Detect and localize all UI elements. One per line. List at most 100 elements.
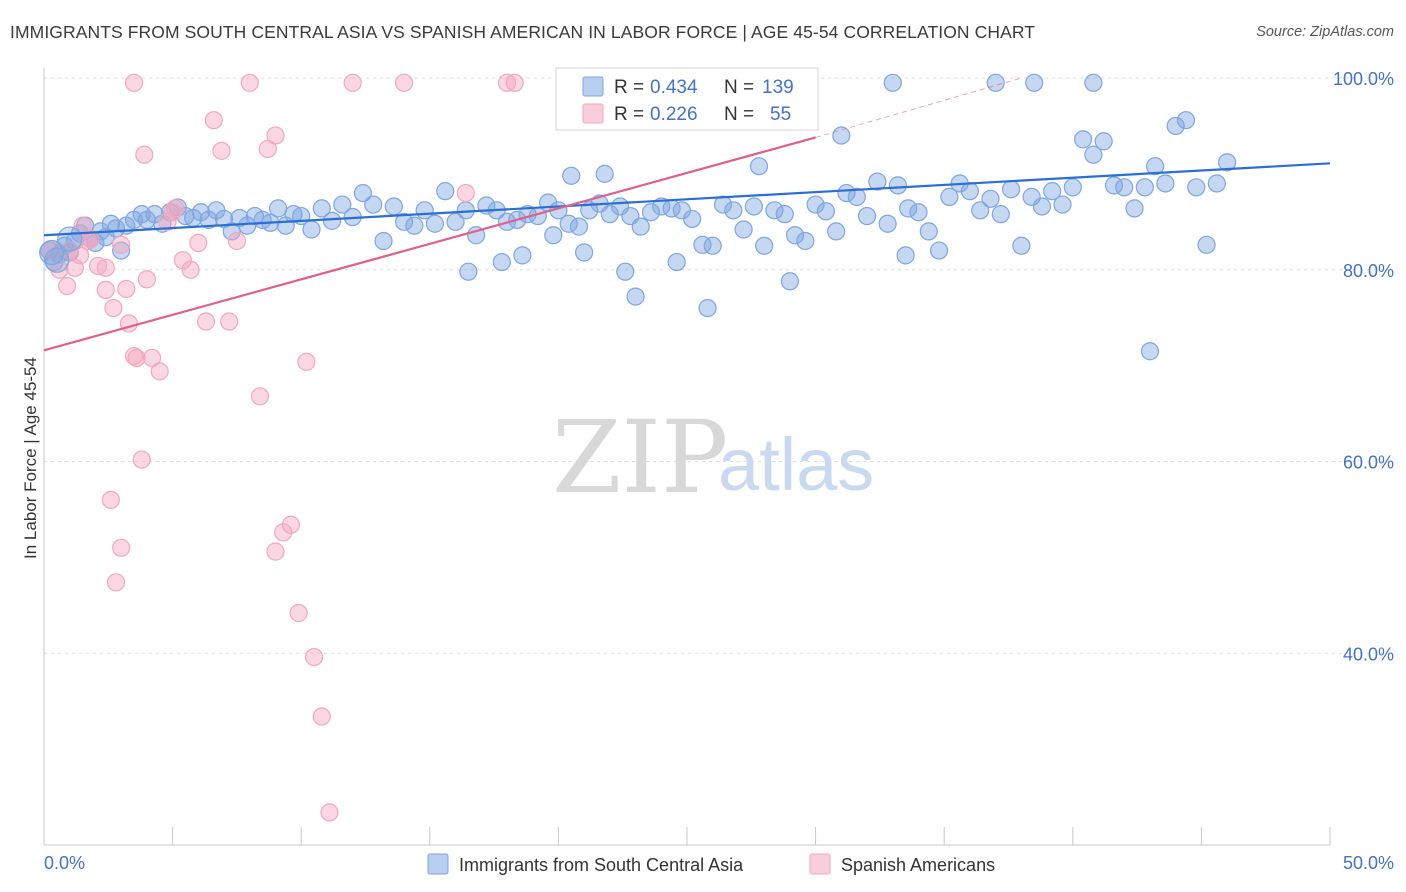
point-series-1-138 [780,272,799,291]
point-series-2-22 [212,141,231,160]
point-series-1-127 [1207,174,1226,193]
trend-line-series-2 [43,136,816,352]
point-series-1-118 [1115,178,1134,197]
point-series-1-137 [698,299,717,318]
point-series-1-146 [595,164,614,183]
point-series-1-101 [940,187,959,206]
point-series-1-116 [1094,132,1113,151]
legend-r-value-2: 0.226 [650,104,698,125]
point-series-2-38 [106,573,126,592]
point-series-1-100 [929,241,949,260]
point-series-1-72 [641,203,661,222]
point-series-1-95 [878,214,897,233]
point-series-2-36 [101,490,120,509]
point-series-1-106 [991,205,1010,224]
point-series-1-130 [492,252,511,272]
legend-n-value-2: 55 [770,104,791,125]
point-series-1-94 [868,172,887,191]
chart-title: IMMIGRANTS FROM SOUTH CENTRAL ASIA VS SP… [10,22,1036,42]
point-series-2-29 [281,515,301,534]
y-axis-title: In Labor Force | Age 45-54 [21,357,40,559]
point-series-1-99 [919,222,938,241]
legend-r-label-2: R = [614,104,644,125]
point-series-1-108 [1012,236,1031,255]
point-series-1-51 [425,214,445,233]
point-series-2-54 [96,258,115,277]
x-tick-label-1: 50.0% [1343,853,1394,873]
point-series-1-17 [132,205,151,224]
point-series-1-143 [1025,73,1044,92]
legend-series: Immigrants from South Central Asia Spani… [427,853,995,875]
point-series-1-86 [785,226,805,245]
point-series-1-103 [960,182,980,201]
point-series-1-78 [703,236,722,255]
point-series-2-30 [289,603,308,623]
point-series-1-88 [806,195,825,214]
point-series-2-31 [297,352,316,371]
legend-stats: R = 0.434 N = 139 R = 0.226 N = 55 [555,67,819,131]
point-series-2-33 [312,707,331,726]
point-series-1-80 [724,201,743,220]
point-series-1-110 [1032,197,1052,216]
point-series-1-119 [1125,199,1144,218]
point-series-2-7 [96,280,115,299]
point-series-2-39 [117,279,136,299]
axes [43,68,1331,846]
point-series-2-37 [112,538,131,557]
y-tick-label-0: 40.0% [1343,644,1394,664]
point-series-2-0 [42,241,61,260]
point-series-1-112 [1053,195,1072,214]
point-series-1-97 [899,199,918,218]
point-series-2-9 [112,235,131,254]
point-series-2-47 [497,73,517,92]
watermark-atlas: atlas [718,423,874,506]
point-series-2-44 [240,73,259,92]
point-series-1-64 [559,214,578,233]
point-series-2-12 [135,145,154,164]
point-series-1-25 [191,203,210,222]
legend-n-label-1: N = [724,77,754,98]
point-series-1-132 [544,226,563,245]
point-series-2-19 [189,233,208,253]
point-series-1-84 [765,201,784,220]
point-series-1-47 [384,197,403,216]
trend-line-series-1 [43,162,1331,237]
point-series-1-107 [1001,180,1021,199]
point-series-2-41 [70,246,90,265]
point-series-2-14 [150,362,169,381]
legend-n-label-2: N = [724,104,754,125]
point-series-2-32 [304,647,324,667]
point-series-1-large-0 [39,239,65,266]
point-series-1-13 [106,219,126,238]
point-series-1-76 [683,209,702,229]
point-series-2-27 [266,542,285,561]
point-series-1-123 [1166,116,1185,136]
point-series-1-142 [986,73,1005,92]
point-series-1-128 [1218,153,1237,172]
point-series-1-111 [1043,182,1062,201]
point-series-1-65 [569,217,589,236]
point-series-2-28 [274,523,293,542]
point-series-1-89 [816,202,835,221]
trend-line-extension-series-2 [815,77,1022,138]
point-series-2-13 [142,348,162,368]
x-tick-label-0: 0.0% [44,853,85,873]
point-series-1-136 [667,252,686,272]
point-series-1-114 [1073,130,1093,149]
point-series-1-79 [713,195,733,214]
point-series-1-115 [1084,145,1103,164]
point-series-1-105 [981,189,1000,208]
point-series-1-134 [616,262,635,281]
point-series-2-34 [320,803,339,822]
point-series-1-46 [374,231,393,251]
point-series-1-92 [847,187,866,206]
point-series-1-148 [896,246,915,265]
point-series-2-45 [343,73,362,92]
point-series-1-133 [575,243,594,262]
x-tick-labels: 0.0% 50.0% [44,853,1394,873]
point-series-1-81 [734,220,753,239]
point-series-1-121 [1146,157,1165,176]
point-series-1-71 [631,217,650,236]
point-series-1-120 [1135,178,1154,197]
point-series-1-144 [1084,73,1103,92]
